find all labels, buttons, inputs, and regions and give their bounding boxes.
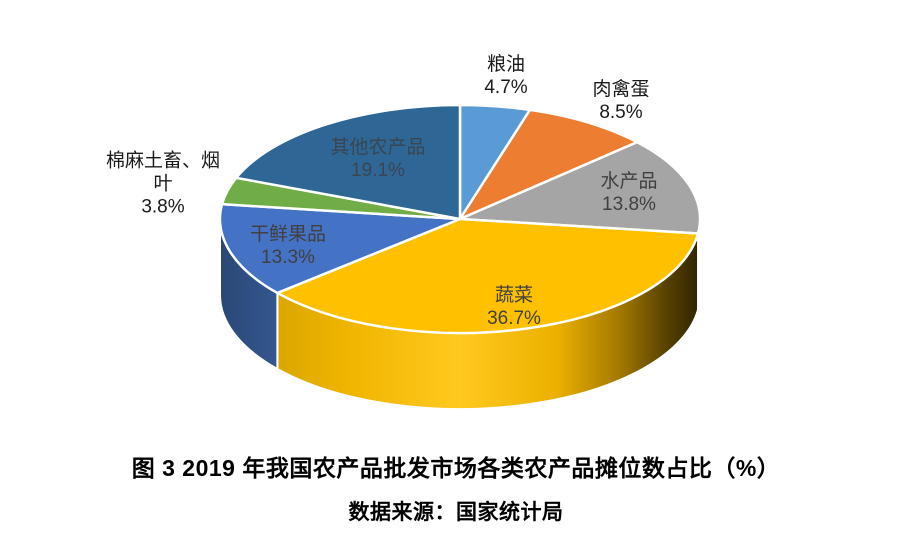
- pie-chart-area: 粮油 4.7% 肉禽蛋 8.5% 水产品 13.8% 蔬菜 36.7% 干鲜果品 13.3% 棉麻土…: [106, 54, 702, 410]
- pie-slice-vegetables: [276, 217, 700, 335]
- figure-caption-source: 数据来源：国家统计局: [348, 501, 564, 524]
- pie-slice-other-agricultural-products: [234, 103, 462, 221]
- pie-slice-dried-fresh-fruits: [218, 202, 462, 295]
- pie-top-slices: [218, 103, 702, 335]
- pie-slice-aquatic-products: [458, 140, 702, 235]
- pie-slice-meat-poultry-egg: [458, 108, 639, 221]
- figure-caption-title: 图 3 2019 年我国农产品批发市场各类农产品摊位数占比（%）: [131, 455, 781, 481]
- pie-chart-3d: [218, 103, 702, 410]
